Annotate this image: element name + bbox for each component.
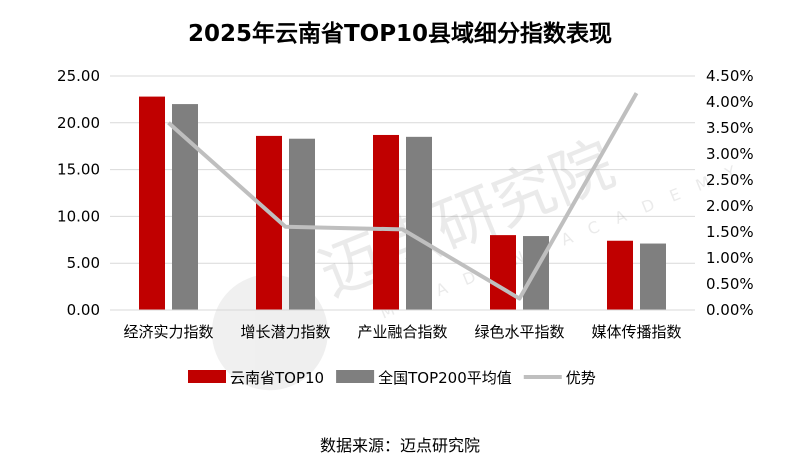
y-right-tick-label: 3.50% — [706, 119, 754, 137]
y-right-tick-label: 4.00% — [706, 93, 754, 111]
bar-yunnan — [139, 96, 165, 310]
x-category-label: 绿色水平指数 — [474, 323, 564, 341]
y-left-tick-label: 5.00 — [67, 254, 100, 272]
chart-title: 2025年云南省TOP10县域细分指数表现 — [187, 21, 613, 47]
bar-national — [406, 136, 432, 310]
source-note: 数据来源：迈点研究院 — [319, 436, 480, 455]
y-right-tick-label: 0.50% — [706, 275, 754, 293]
y-right-tick-label: 2.00% — [706, 197, 754, 215]
y-right-tick-label: 4.50% — [706, 67, 754, 85]
legend-label: 全国TOP200平均值 — [378, 369, 512, 387]
y-right-tick-label: 0.00% — [706, 301, 754, 319]
x-category-label: 媒体传播指数 — [591, 323, 681, 341]
y-left-tick-label: 25.00 — [57, 67, 100, 85]
x-category-label: 增长潜力指数 — [240, 323, 330, 341]
x-category-label: 产业融合指数 — [357, 323, 447, 341]
bar-yunnan — [490, 235, 516, 310]
bar-yunnan — [607, 240, 633, 310]
legend-swatch — [336, 370, 375, 383]
bar-yunnan — [373, 134, 399, 310]
legend-swatch — [188, 370, 226, 383]
y-left-tick-label: 10.00 — [57, 207, 100, 225]
y-left-tick-label: 0.00 — [67, 301, 100, 319]
bar-yunnan — [256, 135, 282, 310]
bar-national — [289, 138, 315, 310]
y-right-tick-label: 1.50% — [706, 223, 754, 241]
x-category-label: 经济实力指数 — [123, 323, 213, 341]
y-left-tick-label: 20.00 — [57, 114, 100, 132]
legend-label: 优势 — [566, 369, 596, 387]
y-right-tick-label: 2.50% — [706, 171, 754, 189]
y-right-tick-label: 1.00% — [706, 249, 754, 267]
bar-national — [640, 243, 666, 310]
legend-label: 云南省TOP10 — [230, 369, 324, 387]
y-left-tick-label: 15.00 — [57, 161, 100, 179]
y-right-tick-label: 3.00% — [706, 145, 754, 163]
